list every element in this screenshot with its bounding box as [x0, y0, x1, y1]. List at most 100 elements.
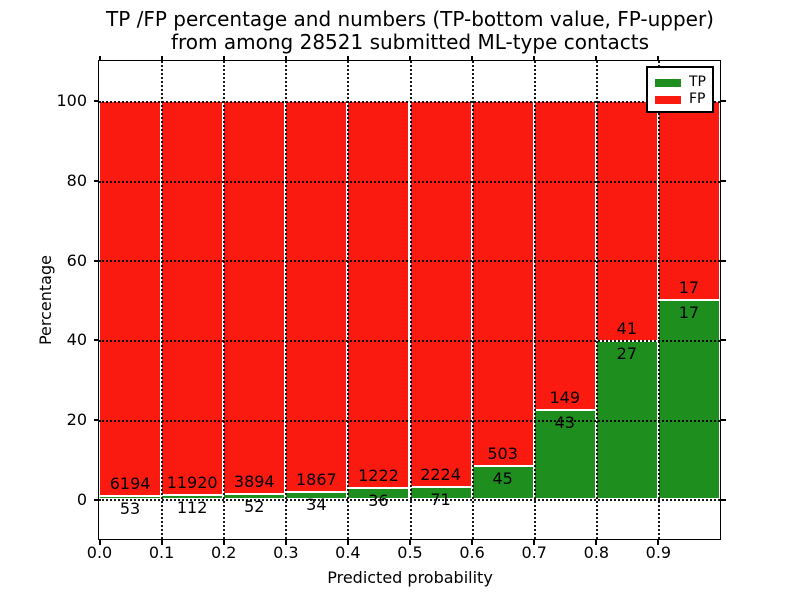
bar-segment-tp-0	[99, 495, 162, 500]
x-tick-bottom-7	[533, 540, 536, 545]
y-tick-label-60: 60	[66, 250, 87, 270]
y-tick-right-0	[721, 498, 726, 501]
tp-count-label-2: 52	[244, 496, 265, 516]
x-tick-label-4: 0.4	[335, 543, 361, 562]
tp-count-label-6: 45	[492, 469, 513, 489]
chart-title-line1: TP /FP percentage and numbers (TP-bottom…	[106, 7, 714, 31]
x-tick-bottom-9	[657, 540, 660, 545]
x-tick-label-6: 0.6	[459, 543, 485, 562]
x-tick-top-8	[595, 56, 598, 61]
x-tick-label-9: 0.9	[645, 543, 672, 562]
bar-segment-fp-8	[595, 100, 658, 341]
tp-count-label-0: 53	[119, 498, 141, 518]
fp-count-label-5: 2224	[420, 464, 461, 484]
x-tick-top-7	[533, 56, 536, 61]
tp-count-label-5: 71	[430, 489, 451, 509]
x-tick-bottom-6	[471, 540, 474, 545]
x-tick-label-7: 0.7	[521, 543, 547, 562]
fp-count-label-3: 1867	[295, 470, 337, 490]
x-tick-top-3	[284, 56, 287, 61]
bar-segment-fp-4	[347, 100, 410, 488]
y-tick-left-0	[94, 498, 99, 501]
x-tick-top-0	[98, 56, 101, 61]
tp-count-label-1: 112	[176, 498, 208, 518]
fp-count-label-9: 17	[678, 278, 700, 297]
gridline-v-0.3	[285, 61, 288, 539]
tp-color-swatch	[655, 78, 681, 87]
y-tick-right-100	[721, 100, 726, 103]
tp-count-label-3: 34	[306, 495, 327, 515]
y-tick-label-20: 20	[66, 410, 87, 429]
x-tick-top-2	[222, 56, 225, 61]
x-tick-label-3: 0.3	[273, 543, 299, 562]
fp-count-label-2: 3894	[233, 471, 275, 491]
y-tick-label-0: 0	[76, 489, 87, 509]
fp-count-label-0: 6194	[109, 473, 151, 493]
bar-segment-tp-9	[657, 300, 720, 500]
y-tick-label-40: 40	[66, 330, 87, 350]
gridline-v-0.5	[409, 61, 412, 539]
y-tick-left-40	[94, 339, 99, 342]
fp-count-label-8: 41	[616, 319, 638, 338]
x-tick-label-8: 0.8	[583, 543, 610, 562]
x-tick-label-0: 0.0	[86, 543, 113, 562]
fp-count-label-6: 503	[487, 444, 518, 464]
y-tick-right-60	[721, 259, 726, 262]
gridline-v-0.8	[595, 61, 598, 539]
x-tick-bottom-3	[284, 540, 287, 545]
x-tick-bottom-2	[222, 540, 225, 545]
x-tick-top-5	[409, 56, 411, 61]
x-axis-label: Predicted probability	[327, 568, 493, 587]
plot-area: 6194 53 11920 112 3894 52 1867 34 1222 36 2224 71 50…	[98, 60, 721, 540]
legend: TP FP	[646, 66, 714, 113]
x-tick-bottom-5	[409, 540, 411, 545]
x-tick-label-1: 0.1	[148, 543, 175, 562]
x-tick-top-4	[346, 56, 349, 61]
bar-segment-fp-7	[533, 100, 596, 410]
x-tick-top-6	[471, 56, 474, 61]
y-tick-label-100: 100	[56, 91, 87, 111]
legend-label-tp: TP	[689, 74, 706, 90]
bar-segment-fp-9	[657, 100, 720, 300]
gridline-v-0.9	[657, 61, 660, 539]
gridline-v-0.6	[471, 61, 474, 539]
y-tick-left-100	[94, 100, 99, 103]
fp-count-label-7: 149	[549, 387, 581, 407]
x-tick-bottom-1	[160, 540, 163, 545]
x-tick-label-2: 0.2	[210, 543, 237, 562]
y-tick-label-80: 80	[66, 171, 87, 190]
y-tick-left-60	[94, 259, 99, 262]
x-tick-label-5: 0.5	[397, 543, 423, 562]
bar-segment-tp-7	[533, 409, 596, 500]
bar-segment-fp-3	[285, 100, 348, 493]
legend-entry-fp: FP	[655, 91, 712, 108]
legend-label-fp: FP	[689, 91, 706, 107]
y-tick-right-80	[721, 180, 726, 182]
x-tick-bottom-4	[346, 540, 349, 545]
x-tick-bottom-0	[98, 540, 101, 545]
fp-color-swatch	[655, 95, 681, 104]
bar-segment-fp-2	[223, 100, 286, 494]
tp-count-label-7: 43	[554, 412, 575, 432]
x-tick-top-9	[657, 56, 660, 61]
bar-segment-fp-6	[471, 100, 534, 467]
tp-count-label-8: 27	[616, 344, 638, 363]
y-tick-left-80	[94, 180, 99, 182]
y-tick-right-40	[721, 339, 726, 342]
x-tick-top-1	[160, 56, 163, 61]
fp-count-label-1: 11920	[166, 473, 218, 493]
tp-count-label-4: 36	[368, 490, 389, 510]
chart-title: TP /FP percentage and numbers (TP-bottom…	[10, 8, 800, 54]
bar-segment-fp-5	[409, 100, 472, 487]
gridline-v-0.2	[223, 61, 226, 539]
bar-segment-tp-6	[471, 466, 534, 500]
y-tick-right-20	[721, 419, 726, 421]
bar-segment-fp-0	[99, 100, 162, 496]
bar-segment-fp-1	[161, 100, 224, 496]
fp-count-label-4: 1222	[358, 465, 399, 485]
gridline-v-0.1	[161, 61, 164, 539]
gridline-v-0.7	[533, 61, 536, 539]
chart-title-line2: from among 28521 submitted ML-type conta…	[170, 30, 650, 54]
tp-count-label-9: 17	[678, 303, 700, 322]
